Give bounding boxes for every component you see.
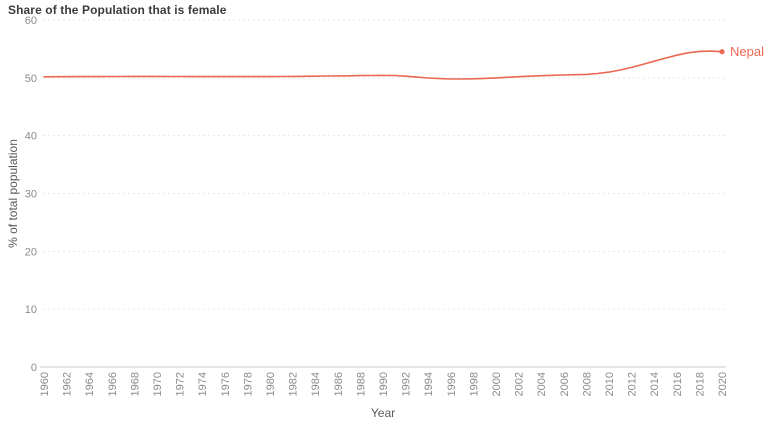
x-tick-label: 1982 <box>288 372 300 396</box>
x-tick-label: 1980 <box>265 372 277 396</box>
y-tick-label: 60 <box>25 15 37 27</box>
x-tick-label: 2014 <box>649 372 661 396</box>
y-axis-title: % of total population <box>6 139 20 248</box>
x-tick-label: 2016 <box>672 372 684 396</box>
x-tick-label: 2004 <box>536 372 548 396</box>
x-tick-label: 1962 <box>62 372 74 396</box>
x-tick-label: 2002 <box>514 372 526 396</box>
series-end-marker <box>719 49 725 55</box>
x-tick-label: 1986 <box>333 372 345 396</box>
x-tick-label: 1970 <box>152 372 164 396</box>
x-tick-label: 1990 <box>378 372 390 396</box>
x-tick-label: 1994 <box>423 372 435 396</box>
x-tick-label: 2006 <box>559 372 571 396</box>
x-tick-label: 1996 <box>446 372 458 396</box>
chart-title: Share of the Population that is female <box>8 3 227 17</box>
x-tick-label: 2008 <box>581 372 593 396</box>
x-tick-label: 1972 <box>175 372 187 396</box>
x-tick-label: 1988 <box>355 372 367 396</box>
series-line-nepal <box>43 50 723 80</box>
x-tick-label: 1984 <box>310 372 322 396</box>
x-tick-label: 1976 <box>220 372 232 396</box>
x-tick-label: 2010 <box>604 372 616 396</box>
x-tick-label: 2012 <box>627 372 639 396</box>
y-tick-label: 20 <box>25 246 37 258</box>
x-tick-label: 2018 <box>694 372 706 396</box>
x-tick-label: 1966 <box>107 372 119 396</box>
x-tick-label: 1960 <box>39 372 51 396</box>
x-tick-label: 1998 <box>468 372 480 396</box>
y-tick-label: 50 <box>25 73 37 85</box>
y-tick-label: 40 <box>25 131 37 143</box>
y-tick-label: 0 <box>31 362 37 374</box>
x-tick-label: 1964 <box>84 372 96 396</box>
y-tick-label: 10 <box>25 304 37 316</box>
y-tick-label: 30 <box>25 189 37 201</box>
x-tick-label: 1992 <box>401 372 413 396</box>
x-tick-label: 2020 <box>717 372 729 396</box>
x-tick-label: 1978 <box>242 372 254 396</box>
x-tick-label: 1974 <box>197 372 209 396</box>
series-end-label: Nepal <box>730 44 764 59</box>
x-tick-label: 1968 <box>129 372 141 396</box>
x-axis-title: Year <box>371 406 395 420</box>
x-tick-label: 2000 <box>491 372 503 396</box>
